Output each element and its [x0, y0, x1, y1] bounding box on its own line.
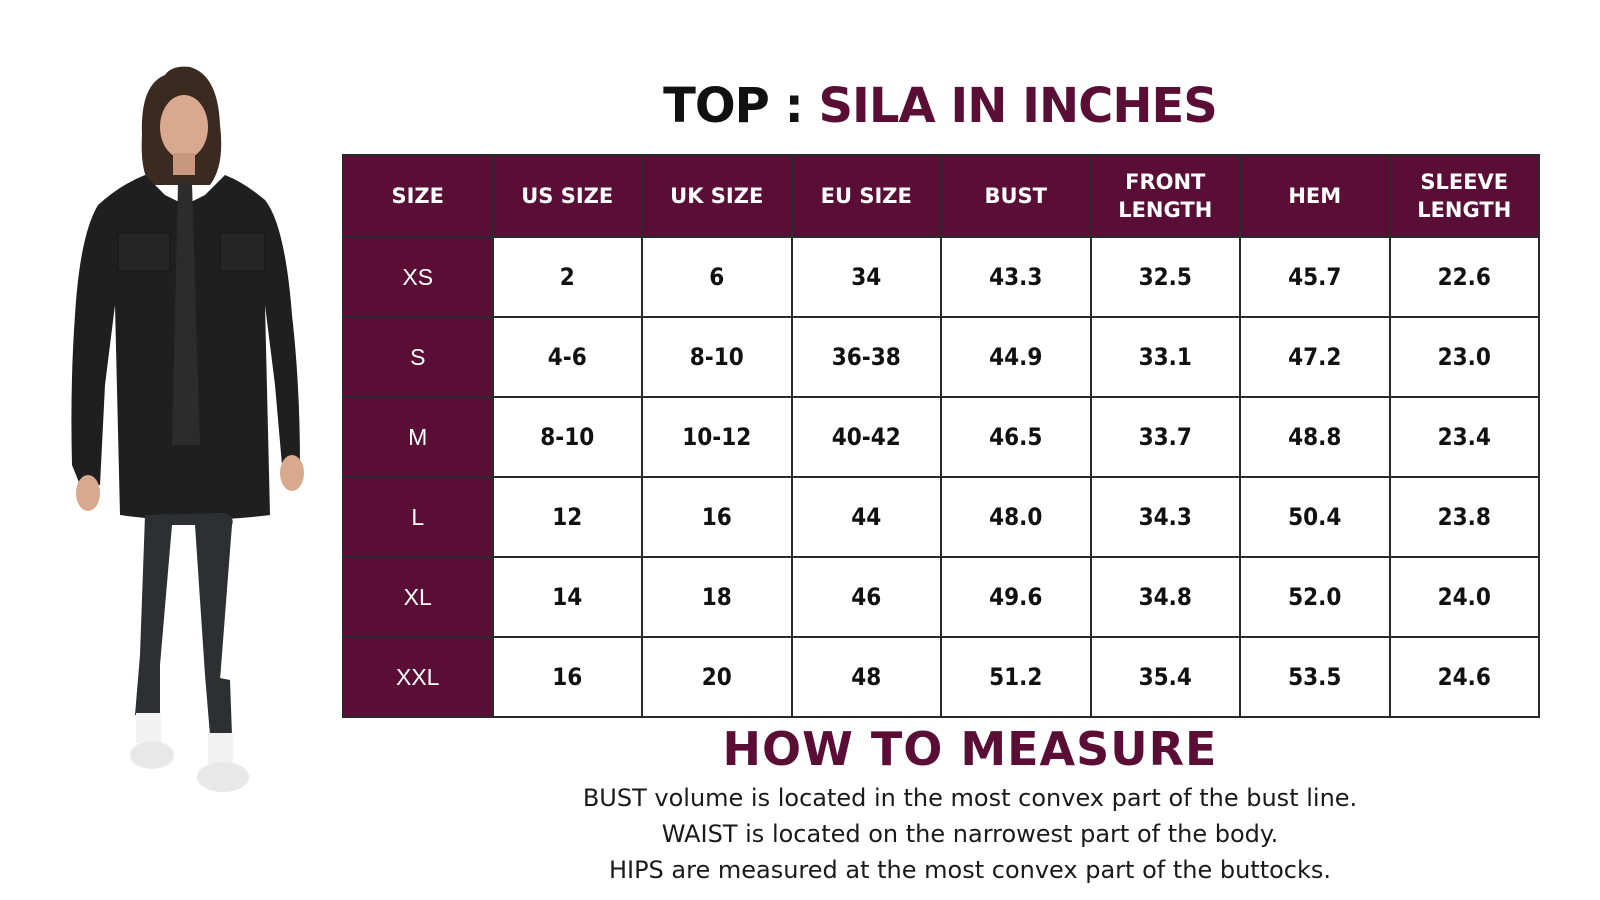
table-cell: 18	[641, 556, 793, 638]
table-row: S 4-6 8-10 36-38 44.9 33.1 47.2 23.0	[342, 316, 1540, 398]
table-cell: 23.4	[1388, 396, 1540, 478]
table-cell: 23.0	[1388, 316, 1540, 398]
table-cell: 36-38	[790, 316, 942, 398]
table-cell: 33.1	[1089, 316, 1241, 398]
table-cell: 51.2	[940, 636, 1092, 718]
table-cell: 8-10	[641, 316, 793, 398]
table-cell: 46	[790, 556, 942, 638]
page-title: TOP : SILA IN INCHES	[340, 78, 1540, 134]
title-accent: SILA IN INCHES	[818, 78, 1217, 134]
table-cell: 2	[491, 236, 643, 318]
table-cell: 45.7	[1239, 236, 1391, 318]
header-us-size: US SIZE	[491, 154, 643, 238]
table-row: L 12 16 44 48.0 34.3 50.4 23.8	[342, 476, 1540, 558]
header-bust: BUST	[940, 154, 1092, 238]
table-cell: 48	[790, 636, 942, 718]
table-cell: 10-12	[641, 396, 793, 478]
header-front-length: FRONT LENGTH	[1089, 154, 1241, 238]
size-chart-table: SIZE US SIZE UK SIZE EU SIZE BUST FRONT …	[342, 154, 1540, 718]
table-cell: 52.0	[1239, 556, 1391, 638]
table-cell: 8-10	[491, 396, 643, 478]
table-cell: 16	[491, 636, 643, 718]
header-hem: HEM	[1239, 154, 1391, 238]
table-cell: 34	[790, 236, 942, 318]
table-cell: 24.6	[1388, 636, 1540, 718]
size-label-cell: M	[342, 396, 494, 478]
size-label-cell: S	[342, 316, 494, 398]
table-cell: 48.0	[940, 476, 1092, 558]
table-cell: 44.9	[940, 316, 1092, 398]
table-cell: 24.0	[1388, 556, 1540, 638]
table-cell: 44	[790, 476, 942, 558]
table-row: M 8-10 10-12 40-42 46.5 33.7 48.8 23.4	[342, 396, 1540, 478]
measure-line-bust: BUST volume is located in the most conve…	[582, 784, 1358, 812]
header-sleeve-length: SLEEVE LENGTH	[1388, 154, 1540, 238]
table-cell: 22.6	[1388, 236, 1540, 318]
title-prefix: TOP :	[663, 78, 819, 134]
table-cell: 14	[491, 556, 643, 638]
header-size: SIZE	[342, 154, 494, 238]
table-cell: 34.8	[1089, 556, 1241, 638]
table-cell: 43.3	[940, 236, 1092, 318]
table-cell: 46.5	[940, 396, 1092, 478]
table-cell: 6	[641, 236, 793, 318]
size-label-cell: XL	[342, 556, 494, 638]
size-label-cell: XS	[342, 236, 494, 318]
table-cell: 35.4	[1089, 636, 1241, 718]
table-cell: 16	[641, 476, 793, 558]
table-header-row: SIZE US SIZE UK SIZE EU SIZE BUST FRONT …	[342, 154, 1540, 238]
table-cell: 4-6	[491, 316, 643, 398]
table-cell: 33.7	[1089, 396, 1241, 478]
measure-line-hips: HIPS are measured at the most convex par…	[608, 856, 1332, 884]
table-cell: 53.5	[1239, 636, 1391, 718]
table-row: XS 2 6 34 43.3 32.5 45.7 22.6	[342, 236, 1540, 318]
table-cell: 47.2	[1239, 316, 1391, 398]
how-to-measure-instructions: BUST volume is located in the most conve…	[470, 780, 1470, 888]
table-row: XXL 16 20 48 51.2 35.4 53.5 24.6	[342, 636, 1540, 718]
table-row: XL 14 18 46 49.6 34.8 52.0 24.0	[342, 556, 1540, 638]
size-label-cell: XXL	[342, 636, 494, 718]
table-cell: 32.5	[1089, 236, 1241, 318]
table-cell: 20	[641, 636, 793, 718]
how-to-measure-title: HOW TO MEASURE	[722, 722, 1218, 776]
table-cell: 40-42	[790, 396, 942, 478]
model-photo	[71, 66, 304, 792]
table-cell: 34.3	[1089, 476, 1241, 558]
table-cell: 12	[491, 476, 643, 558]
size-label-cell: L	[342, 476, 494, 558]
table-cell: 48.8	[1239, 396, 1391, 478]
measure-line-waist: WAIST is located on the narrowest part o…	[661, 820, 1279, 848]
table-cell: 49.6	[940, 556, 1092, 638]
table-cell: 50.4	[1239, 476, 1391, 558]
header-uk-size: UK SIZE	[641, 154, 793, 238]
header-eu-size: EU SIZE	[790, 154, 942, 238]
table-cell: 23.8	[1388, 476, 1540, 558]
